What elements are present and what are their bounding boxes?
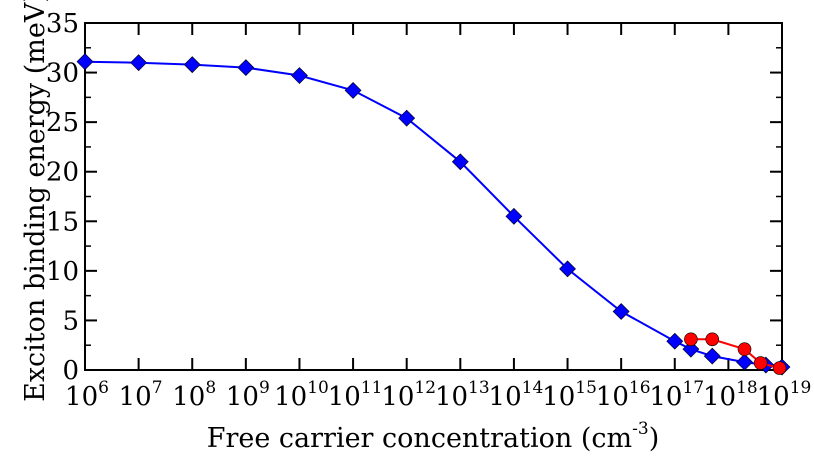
- x-axis-label-text: Free carrier concentration (cm: [207, 423, 632, 454]
- ticks: [84, 22, 783, 371]
- x-tick-label-exponent: 8: [205, 378, 216, 398]
- x-tick-label-base: 10: [172, 382, 205, 412]
- x-tick-label-exponent: 11: [361, 378, 383, 398]
- series-2-point: [684, 332, 698, 347]
- x-tick-label-exponent: 7: [152, 378, 163, 398]
- y-tick-label: 5: [62, 306, 79, 336]
- series-1-point: [344, 81, 362, 99]
- series-1-point: [703, 347, 721, 365]
- x-tick-label: 1017: [649, 378, 704, 412]
- y-tick-label: 20: [46, 158, 79, 188]
- y-tick-label: 10: [46, 257, 79, 287]
- x-tick-label-exponent: 17: [682, 378, 704, 398]
- x-tick-label-base: 10: [757, 382, 790, 412]
- x-tick-label: 1016: [596, 378, 651, 412]
- series-2-point: [772, 361, 787, 375]
- x-tick-label-base: 10: [649, 382, 682, 412]
- y-tick-label: 15: [46, 207, 79, 237]
- series-1-point: [237, 59, 255, 77]
- x-tick-label: 1010: [274, 378, 329, 412]
- x-tick-label-base: 10: [274, 382, 307, 412]
- x-tick-label-base: 10: [435, 382, 468, 412]
- series-1-point: [291, 67, 308, 84]
- series-1-line: [84, 60, 783, 368]
- series-1-point: [559, 260, 576, 278]
- x-tick-label-exponent: 9: [259, 378, 270, 398]
- series-1-point: [736, 353, 753, 371]
- series-1-point: [451, 153, 469, 171]
- series-1-point: [398, 109, 416, 127]
- series-1-point: [130, 54, 148, 72]
- x-tick-label: 108: [172, 378, 216, 412]
- x-tick-label-exponent: 15: [575, 378, 597, 398]
- x-tick-labels: 106 107 108 109 1010101110121013101410151016…: [65, 378, 811, 412]
- x-tick-label-base: 10: [596, 382, 629, 412]
- x-tick-label: 107: [119, 378, 163, 412]
- series-1-point: [682, 340, 700, 358]
- x-axis-label: Free carrier concentration (cm-3): [207, 419, 660, 454]
- x-tick-label: 1019: [757, 378, 812, 412]
- x-tick-label-base: 10: [226, 382, 259, 412]
- plot-frame: [84, 22, 783, 371]
- y-tick-label: 0: [62, 356, 79, 386]
- x-tick-label-exponent: 19: [790, 378, 812, 398]
- x-axis-label-sup: -3: [632, 419, 649, 439]
- series-1-point: [505, 207, 523, 225]
- x-tick-label-base: 10: [381, 382, 414, 412]
- series-2-point: [753, 356, 768, 370]
- x-tick-label-exponent: 16: [629, 378, 651, 398]
- x-tick-label: 1012: [381, 378, 436, 412]
- series-1-point: [183, 56, 201, 74]
- x-tick-label-exponent: 6: [98, 378, 109, 398]
- x-tick-label-base: 10: [119, 382, 152, 412]
- x-tick-label-base: 10: [489, 382, 522, 412]
- x-tick-label: 1015: [542, 378, 597, 412]
- series-layer: [76, 53, 791, 376]
- x-tick-label: 109: [226, 378, 270, 412]
- x-tick-label-base: 10: [542, 382, 575, 412]
- series-2-point: [705, 332, 720, 347]
- x-tick-label: 1011: [328, 378, 383, 412]
- series-1-point: [612, 303, 630, 320]
- y-tick-label: 30: [46, 59, 79, 89]
- x-tick-label: 1014: [489, 378, 544, 412]
- y-tick-label: 25: [46, 108, 79, 138]
- x-tick-label-exponent: 12: [414, 378, 436, 398]
- x-axis-label-end: ): [649, 423, 660, 454]
- x-tick-label-exponent: 14: [522, 378, 544, 398]
- x-tick-label-base: 10: [328, 382, 361, 412]
- series-2-point: [737, 342, 752, 356]
- y-tick-label: 35: [46, 9, 79, 39]
- x-tick-label-exponent: 10: [307, 378, 329, 398]
- series-1-point: [76, 53, 94, 71]
- x-tick-label-exponent: 13: [468, 378, 490, 398]
- x-tick-label-base: 10: [65, 382, 98, 412]
- x-tick-label: 1013: [435, 378, 490, 412]
- y-tick-labels: 0 5 10 15 20 25 30 35: [46, 9, 79, 386]
- x-tick-label: 106: [65, 378, 109, 412]
- y-axis-label: Exciton binding energy (meV): [20, 0, 51, 402]
- x-tick-label-exponent: 18: [736, 378, 758, 398]
- x-tick-label-base: 10: [703, 382, 736, 412]
- x-tick-label: 1018: [703, 378, 758, 412]
- series-1-point: [666, 332, 684, 350]
